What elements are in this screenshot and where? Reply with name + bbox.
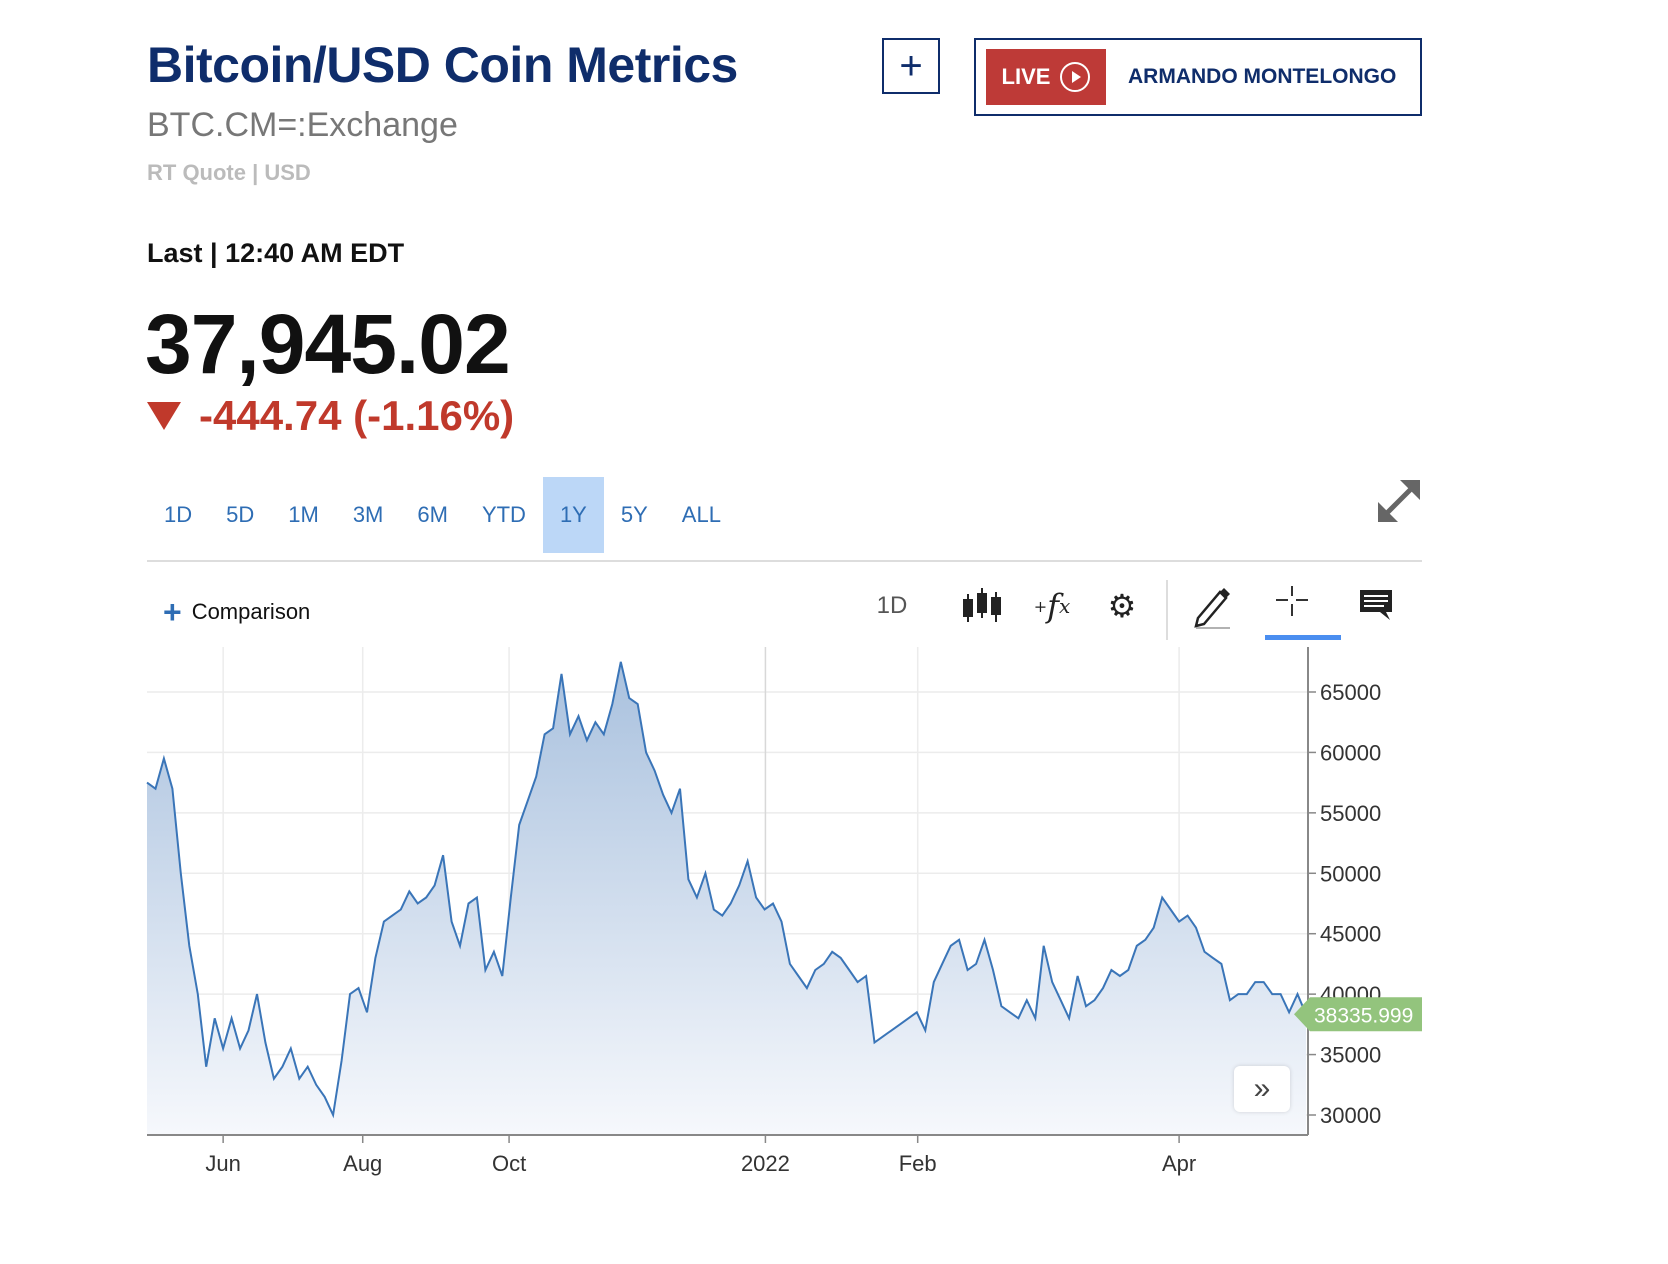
function-icon[interactable]: + f x: [1033, 587, 1071, 625]
range-all[interactable]: ALL: [681, 502, 721, 527]
add-to-watchlist-button[interactable]: +: [882, 38, 940, 94]
range-5y[interactable]: 5Y: [620, 502, 648, 527]
interval-selector[interactable]: 1D: [876, 592, 908, 619]
y-tick-label: 45000: [1320, 922, 1381, 947]
quote-type: RT Quote | USD: [147, 160, 311, 185]
pencil-icon[interactable]: [1190, 578, 1234, 634]
x-tick-label: Feb: [899, 1151, 937, 1176]
y-tick-label: 55000: [1320, 801, 1381, 826]
divider: [147, 560, 1422, 562]
crosshair-icon[interactable]: [1270, 578, 1314, 634]
expand-icon[interactable]: [1374, 476, 1424, 526]
y-tick-label: 65000: [1320, 680, 1381, 705]
range-1d[interactable]: 1D: [164, 502, 193, 527]
play-icon: [1060, 62, 1091, 92]
x-tick-label: Aug: [343, 1151, 382, 1176]
candlestick-icon[interactable]: [960, 578, 1004, 634]
ticker-symbol: BTC.CM=:Exchange: [147, 106, 458, 144]
last-price: 37,945.02: [145, 297, 511, 391]
x-tick-label: Oct: [492, 1151, 526, 1176]
chart-toolbar: 1D + f x ⚙: [860, 578, 1400, 642]
y-tick-label: 30000: [1320, 1103, 1381, 1128]
active-tool-indicator: [1265, 635, 1341, 640]
last-trade-time: Last | 12:40 AM EDT: [147, 238, 405, 268]
live-stream-banner[interactable]: LIVE ARMANDO MONTELONGO: [974, 38, 1422, 116]
y-tick-label: 35000: [1320, 1043, 1381, 1068]
range-1y[interactable]: 1Y: [542, 477, 604, 553]
x-tick-label: Jun: [205, 1151, 240, 1176]
x-tick-label: 2022: [741, 1151, 790, 1176]
live-host-name: ARMANDO MONTELONGO: [1128, 65, 1397, 88]
comparison-label: Comparison: [191, 599, 311, 624]
last-price-tag-label: 38335.999: [1314, 1004, 1413, 1027]
price-change-value: -444.74 (-1.16%): [199, 392, 515, 439]
price-area: [147, 661, 1306, 1135]
down-arrow-icon: [147, 402, 181, 430]
comment-icon[interactable]: [1354, 578, 1398, 634]
y-tick-label: 60000: [1320, 740, 1381, 765]
price-line: [146, 661, 1307, 1119]
toolbar-divider: [1166, 580, 1168, 640]
live-label: LIVE: [1001, 64, 1051, 89]
range-1m[interactable]: 1M: [288, 502, 319, 527]
gear-icon[interactable]: ⚙: [1107, 588, 1137, 624]
time-range-tabs: 1D 5D 1M 3M 6M YTD 1Y 5Y ALL: [147, 477, 738, 553]
scroll-to-latest-button[interactable]: »: [1234, 1066, 1290, 1112]
last-price-tag: [1294, 997, 1422, 1032]
plus-icon: +: [163, 594, 182, 630]
price-change: -444.74 (-1.16%): [147, 392, 514, 440]
x-tick-label: Apr: [1162, 1151, 1196, 1176]
range-ytd[interactable]: YTD: [481, 502, 526, 527]
range-6m[interactable]: 6M: [417, 502, 448, 527]
range-5d[interactable]: 5D: [226, 502, 255, 527]
page-title: Bitcoin/USD Coin Metrics: [147, 37, 738, 93]
comparison-button[interactable]: + Comparison: [163, 596, 310, 628]
y-tick-label: 50000: [1320, 861, 1381, 886]
live-badge[interactable]: LIVE: [986, 49, 1106, 105]
range-3m[interactable]: 3M: [352, 502, 384, 527]
